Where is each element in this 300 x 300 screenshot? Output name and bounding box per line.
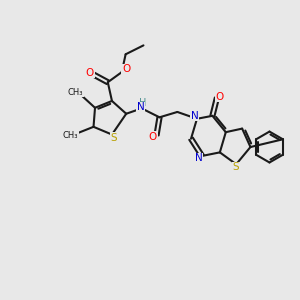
Text: H: H (139, 98, 146, 108)
Text: S: S (232, 162, 239, 172)
Text: O: O (149, 132, 157, 142)
Text: O: O (122, 64, 130, 74)
Text: N: N (191, 111, 199, 121)
Text: N: N (195, 153, 202, 163)
Text: N: N (136, 102, 144, 112)
Text: CH₃: CH₃ (63, 130, 78, 140)
Text: CH₃: CH₃ (68, 88, 83, 97)
Text: O: O (86, 68, 94, 78)
Text: O: O (215, 92, 224, 101)
Text: S: S (110, 133, 117, 142)
